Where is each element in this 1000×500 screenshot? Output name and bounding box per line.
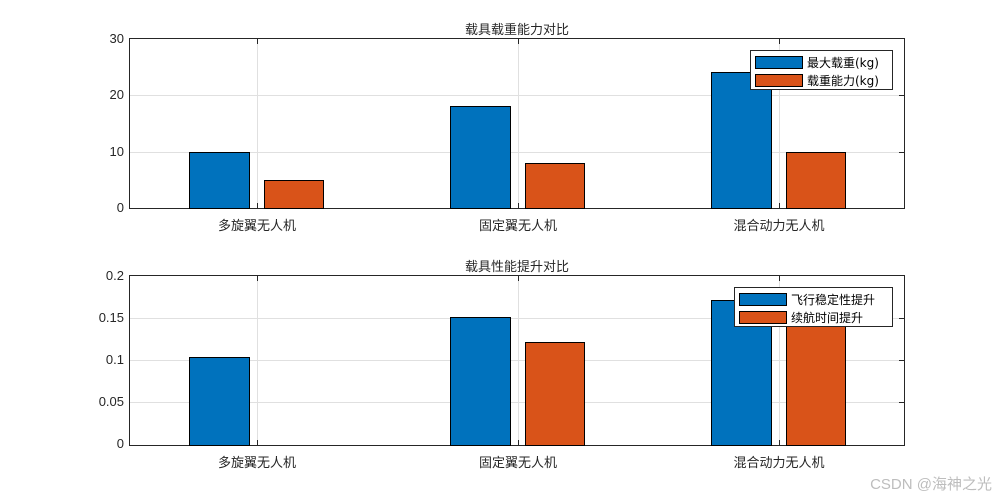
- bar-stability-fixedwing: [450, 317, 511, 446]
- bar-endurance-hybrid: [786, 311, 846, 446]
- x-tick: [257, 440, 258, 445]
- x-tick-label: 混合动力无人机: [733, 456, 825, 471]
- y-tick-label: 0: [116, 200, 124, 215]
- legend-swatch-orange: [755, 73, 803, 87]
- x-tick: [518, 203, 519, 208]
- bar-max-payload-fixedwing: [450, 106, 511, 209]
- gridline: [518, 276, 519, 445]
- y-tick: [899, 95, 904, 96]
- legend-label: 飞行稳定性提升: [791, 292, 876, 307]
- x-tick-label: 多旋翼无人机: [217, 219, 296, 234]
- y-tick-label: 30: [109, 31, 124, 46]
- gridline: [257, 39, 258, 208]
- legend-label: 载重能力(kg): [807, 73, 879, 88]
- bar-payload-capacity-fixedwing: [525, 163, 585, 209]
- y-tick: [899, 402, 904, 403]
- bottom-chart-axes: 飞行稳定性提升 续航时间提升: [129, 275, 905, 446]
- y-tick-label: 10: [109, 144, 124, 159]
- x-tick-label: 多旋翼无人机: [217, 456, 296, 471]
- gridline: [257, 276, 258, 445]
- y-tick-label: 0.1: [105, 352, 124, 367]
- top-chart-title: 载具载重能力对比: [464, 23, 569, 38]
- x-tick: [779, 276, 780, 281]
- x-tick: [257, 276, 258, 281]
- y-tick-label: 0: [116, 436, 124, 451]
- watermark: CSDN @海神之光: [870, 476, 992, 493]
- x-tick: [779, 440, 780, 445]
- gridline: [130, 402, 904, 403]
- bottom-chart-title: 载具性能提升对比: [464, 260, 569, 275]
- bar-endurance-fixedwing: [525, 342, 585, 446]
- bottom-chart-legend: 飞行稳定性提升 续航时间提升: [734, 287, 893, 327]
- x-tick: [518, 39, 519, 44]
- gridline: [130, 318, 904, 319]
- bar-max-payload-hybrid: [711, 72, 772, 209]
- bar-max-payload-multirotor: [189, 152, 250, 209]
- gridline: [130, 95, 904, 96]
- gridline: [779, 276, 780, 445]
- bar-payload-capacity-hybrid: [786, 152, 846, 209]
- legend-swatch-blue: [755, 55, 803, 69]
- y-tick-label: 0.05: [98, 394, 124, 409]
- y-tick: [899, 152, 904, 153]
- gridline: [779, 39, 780, 208]
- x-tick-label: 混合动力无人机: [733, 219, 825, 234]
- x-tick: [257, 203, 258, 208]
- legend-label: 最大载重(kg): [807, 55, 879, 70]
- x-tick: [779, 203, 780, 208]
- gridline: [130, 360, 904, 361]
- legend-item: 续航时间提升: [739, 308, 888, 326]
- y-tick: [899, 318, 904, 319]
- y-tick-label: 0.15: [98, 310, 124, 325]
- y-tick-label: 0.2: [105, 268, 124, 283]
- gridline: [518, 39, 519, 208]
- x-tick: [779, 39, 780, 44]
- legend-item: 飞行稳定性提升: [739, 290, 888, 308]
- legend-item: 载重能力(kg): [755, 71, 888, 89]
- x-tick-label: 固定翼无人机: [478, 456, 557, 471]
- x-tick: [518, 440, 519, 445]
- x-tick: [518, 276, 519, 281]
- bar-payload-capacity-multirotor: [264, 180, 324, 209]
- y-tick: [899, 360, 904, 361]
- legend-swatch-orange: [739, 310, 787, 324]
- x-tick: [257, 39, 258, 44]
- top-chart-legend: 最大载重(kg) 载重能力(kg): [750, 50, 893, 90]
- bar-stability-multirotor: [189, 357, 250, 446]
- legend-swatch-blue: [739, 292, 787, 306]
- legend-label: 续航时间提升: [791, 310, 864, 325]
- y-tick-label: 20: [109, 87, 124, 102]
- gridline: [130, 152, 904, 153]
- top-chart-axes: 最大载重(kg) 载重能力(kg): [129, 38, 905, 209]
- x-tick-label: 固定翼无人机: [478, 219, 557, 234]
- legend-item: 最大载重(kg): [755, 53, 888, 71]
